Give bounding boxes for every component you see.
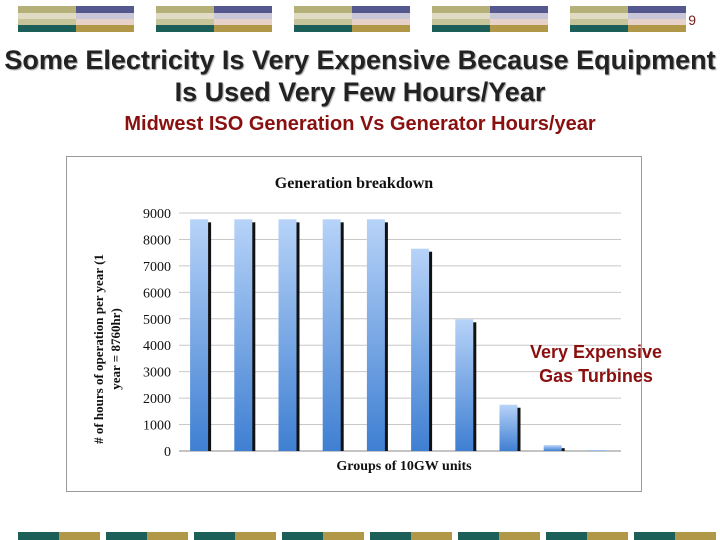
y-tick-label: 5000: [143, 313, 171, 328]
y-tick-label: 0: [164, 445, 171, 460]
decor-tile: [156, 6, 272, 32]
decor-tile: [546, 532, 628, 540]
y-tick-label: 9000: [143, 207, 171, 222]
decor-tile: [106, 532, 188, 540]
bar: [366, 219, 385, 451]
slide-subtitle: Midwest ISO Generation Vs Generator Hour…: [124, 113, 596, 135]
bar: [543, 445, 562, 451]
bar: [190, 219, 209, 451]
bar: [234, 219, 253, 451]
bar: [278, 219, 297, 451]
svg-text:# of hours of operation per ye: # of hours of operation per year (1: [91, 254, 106, 444]
bar: [455, 319, 474, 451]
gas-turbine-annotation: Very Expensive Gas Turbines: [510, 340, 682, 388]
slide-number: 9: [688, 12, 696, 28]
decor-tile: [634, 532, 716, 540]
decor-tile: [370, 532, 452, 540]
decor-tile: [18, 532, 100, 540]
y-tick-label: 2000: [143, 392, 171, 407]
y-tick-label: 3000: [143, 366, 171, 381]
bar: [499, 404, 518, 451]
y-tick-label: 4000: [143, 339, 171, 354]
y-tick-label: 7000: [143, 260, 171, 275]
slide-title: Some Electricity Is Very Expensive Becau…: [4, 45, 716, 107]
decor-tile: [294, 6, 410, 32]
bar: [411, 248, 430, 451]
chart-title: Generation breakdown: [275, 175, 433, 192]
decor-tile: [18, 6, 134, 32]
bar: [322, 219, 341, 451]
decor-tile: [282, 532, 364, 540]
decor-tile: [432, 6, 548, 32]
decor-tile: [458, 532, 540, 540]
svg-text:year = 8760hr): year = 8760hr): [108, 308, 123, 390]
decor-tile: [194, 532, 276, 540]
bar: [587, 450, 606, 451]
annotation-line-1: Very Expensive: [529, 342, 663, 362]
x-axis-label: Groups of 10GW units: [336, 459, 472, 474]
chart-frame: 0 1000 2000 3000 4000 5000 6000 7000 8000 9000 Ge…: [66, 156, 642, 492]
y-tick-label: 6000: [143, 286, 171, 301]
decor-tile: [570, 6, 686, 32]
annotation-line-2: Gas Turbines: [539, 366, 653, 386]
y-tick-label: 1000: [143, 419, 171, 434]
y-axis-label: # of hours of operation per year (1 year…: [91, 254, 123, 444]
bar-chart: 0 1000 2000 3000 4000 5000 6000 7000 8000 9000 Ge…: [91, 175, 621, 474]
y-tick-label: 8000: [143, 233, 171, 248]
